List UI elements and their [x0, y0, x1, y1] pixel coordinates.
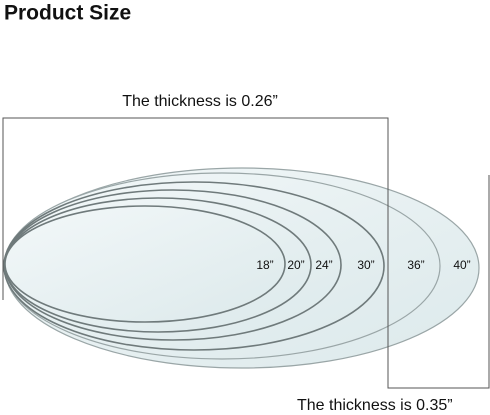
size-label: 20”: [287, 258, 304, 272]
size-label: 24”: [315, 258, 332, 272]
size-label: 30”: [357, 258, 374, 272]
size-label: 36”: [407, 258, 424, 272]
size-label: 18”: [256, 258, 273, 272]
thickness-note-top: The thickness is 0.26”: [122, 93, 278, 110]
size-label: 40”: [453, 258, 470, 272]
thickness-note-bottom: The thickness is 0.35”: [297, 397, 453, 414]
glass-plates: [3, 167, 480, 369]
title: Product Size: [4, 2, 131, 25]
plate-18: [4, 205, 286, 323]
thickness-frame: [2, 117, 490, 389]
